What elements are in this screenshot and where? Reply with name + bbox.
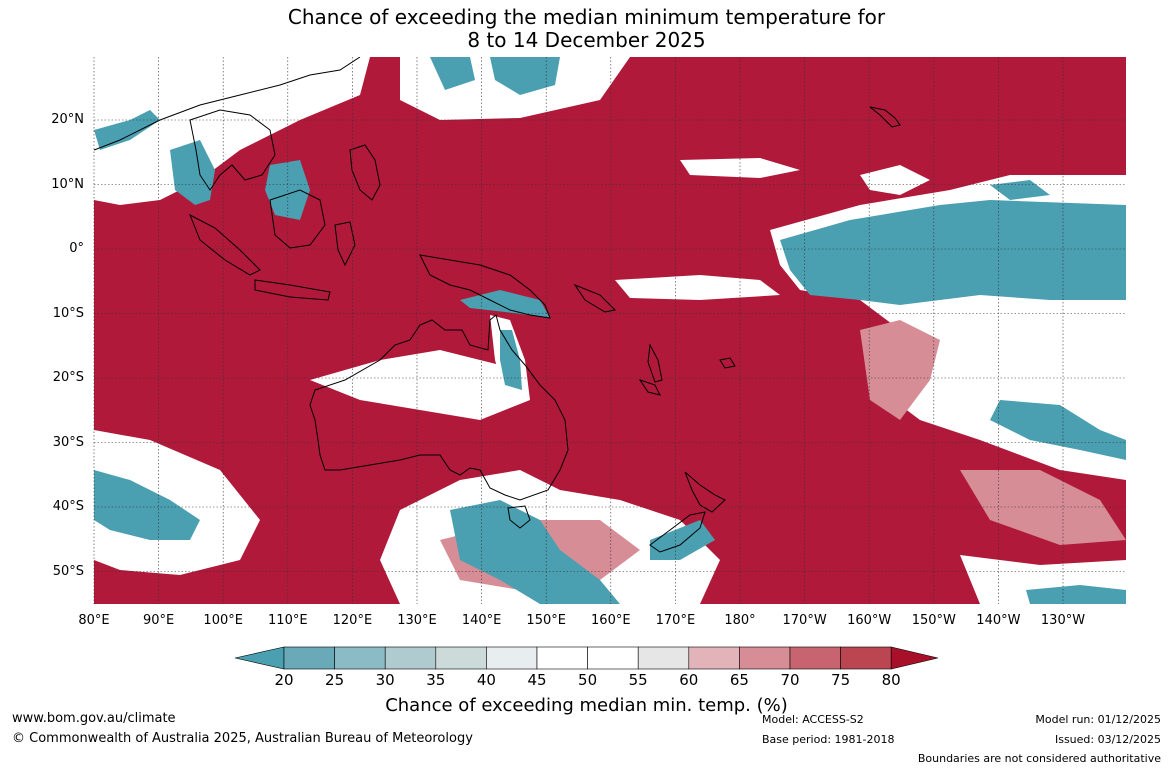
solomon-islands <box>573 283 617 313</box>
hawaii-islands <box>869 106 901 128</box>
longitude-label: 150°E <box>526 613 566 628</box>
longitude-label: 120°E <box>332 613 373 628</box>
colorbar-title: Chance of exceeding median min. temp. (%… <box>385 695 788 716</box>
map-title-line1: Chance of exceeding the median minimum t… <box>287 5 886 29</box>
colorbar-tick-label: 60 <box>679 671 699 689</box>
colorbar-tick-label: 75 <box>831 671 851 689</box>
longitude-label: 150°W <box>911 613 956 628</box>
indochina-coast <box>189 109 276 191</box>
java-coast <box>254 279 331 301</box>
latitude-label: 40°S <box>52 499 84 514</box>
colorbar-segment <box>334 646 386 670</box>
longitude-label: 80°E <box>78 613 110 628</box>
longitude-label: 110°E <box>268 613 308 628</box>
colorbar-tick-label: 25 <box>325 671 345 689</box>
vanuatu-islands <box>647 343 663 383</box>
longitude-label: 130°W <box>1040 613 1086 628</box>
colorbar-segment <box>688 646 740 670</box>
nz-south-coast <box>649 511 706 553</box>
tasmania-coast <box>507 505 531 529</box>
longitude-label: 90°E <box>142 613 175 628</box>
longitude-label: 130°E <box>397 613 437 628</box>
issued-text: Issued: 03/12/2025 <box>1054 733 1161 746</box>
colorbar-segment <box>384 646 437 670</box>
site-link[interactable]: www.bom.gov.au/climate <box>12 711 176 726</box>
graticule <box>93 57 1126 604</box>
latitude-label: 10°S <box>52 305 84 321</box>
coastlines <box>94 57 901 553</box>
colorbar <box>234 646 939 670</box>
philippines-coast <box>349 144 381 201</box>
colorbar-tick-label: 45 <box>527 671 547 689</box>
colorbar-tick-label: 50 <box>578 671 598 689</box>
colorbar-segment <box>789 646 841 670</box>
fiji-islands <box>719 357 736 369</box>
latitude-label: 20°N <box>51 112 84 127</box>
colorbar-tick-label: 40 <box>476 671 496 689</box>
base-period-text: Base period: 1981-2018 <box>762 733 895 746</box>
colorbar-tick-label: 65 <box>729 671 749 689</box>
model-text: Model: ACCESS-S2 <box>762 713 864 726</box>
colorbar-tick-label: 20 <box>274 671 294 689</box>
colorbar-segment <box>435 646 487 670</box>
longitude-label: 180° <box>724 613 756 628</box>
colorbar-segment <box>739 646 791 670</box>
borneo-coast <box>269 189 326 249</box>
latitude-label: 30°S <box>52 434 84 450</box>
longitude-label: 170°E <box>655 613 696 628</box>
colorbar-high-arrow <box>890 646 939 670</box>
new-guinea-coast <box>419 254 551 319</box>
latitude-label: 10°N <box>51 176 84 192</box>
longitude-label: 160°E <box>591 613 631 628</box>
china-coast <box>94 57 361 151</box>
longitude-label: 140°E <box>461 613 502 628</box>
map-field <box>94 57 1126 604</box>
colorbar-segment <box>637 646 690 670</box>
colorbar-tick-label: 55 <box>628 671 648 689</box>
colorbar-tick-label: 35 <box>426 671 446 689</box>
colorbar-tick-label: 30 <box>375 671 395 689</box>
map-title-line2: 8 to 14 December 2025 <box>467 28 706 52</box>
longitude-label: 170°W <box>782 613 827 628</box>
colorbar-segment <box>486 646 538 670</box>
longitude-label: 140°W <box>976 613 1021 628</box>
longitude-label: 160°W <box>847 613 892 628</box>
australia-coast <box>309 314 569 501</box>
latitude-label: 20°S <box>52 370 84 385</box>
model-run-text: Model run: 01/12/2025 <box>1035 713 1161 726</box>
latitude-label: 50°S <box>52 563 84 579</box>
sumatra-coast <box>189 213 261 276</box>
colorbar-segment <box>587 646 639 670</box>
colorbar-segment <box>283 646 335 670</box>
colorbar-tick-label: 80 <box>881 671 901 689</box>
new-caledonia <box>638 379 661 396</box>
colorbar-segment <box>536 646 588 670</box>
nz-north-coast <box>684 471 726 513</box>
sulawesi-coast <box>334 221 356 267</box>
disclaimer-text: Boundaries are not considered authoritat… <box>917 752 1161 765</box>
colorbar-low-arrow <box>234 646 285 670</box>
colorbar-tick-label: 70 <box>780 671 800 689</box>
latitude-label: 0° <box>69 241 84 256</box>
colorbar-segment <box>840 646 892 670</box>
longitude-label: 100°E <box>203 613 243 628</box>
copyright-text: © Commonwealth of Australia 2025, Austra… <box>12 731 473 746</box>
